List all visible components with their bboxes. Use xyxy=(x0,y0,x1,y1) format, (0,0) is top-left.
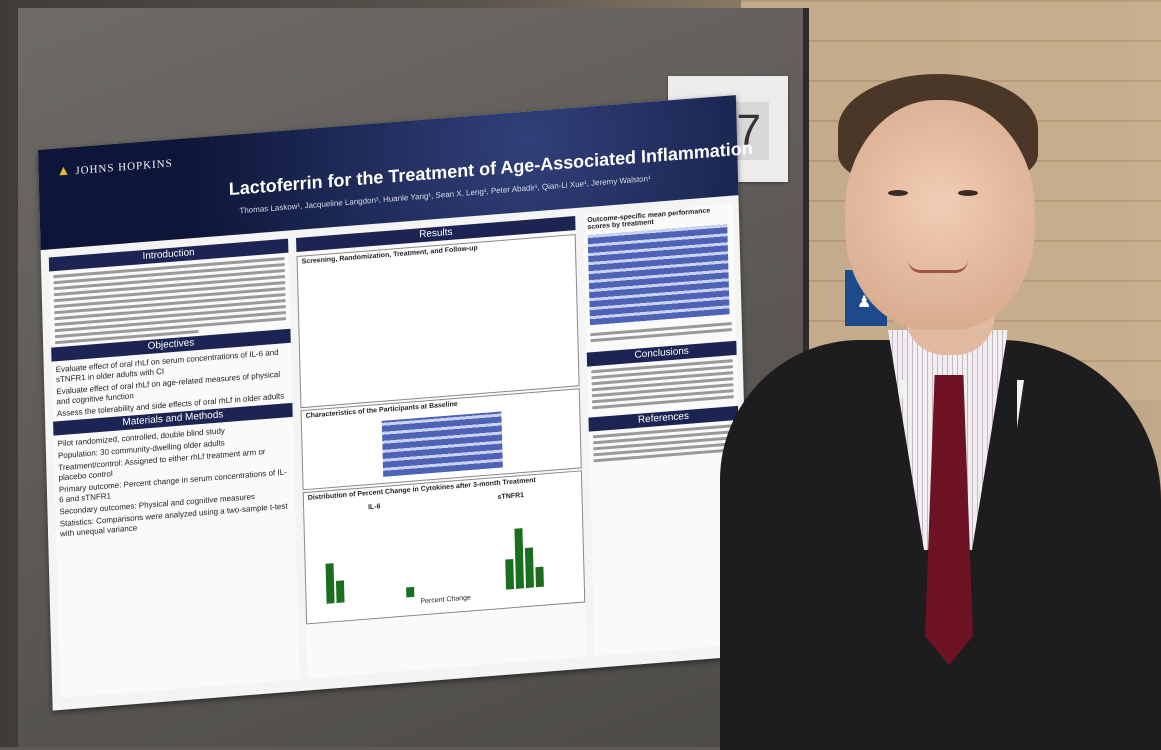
baseline-table xyxy=(381,411,503,477)
hist-bar xyxy=(406,586,415,598)
research-poster: ▲ JOHNS HOPKINS Lactoferrin for the Treat… xyxy=(38,95,753,711)
hist-bar xyxy=(524,547,534,589)
left-eye xyxy=(888,190,908,196)
left-column: Introduction Objectives Evaluate effect … xyxy=(48,238,300,698)
hist-bar xyxy=(514,528,524,589)
hist-bar xyxy=(325,563,335,604)
histogram-box: Distribution of Percent Change in Cytoki… xyxy=(302,470,586,625)
xaxis-label: Percent Change xyxy=(420,594,471,606)
flow-diagram: Screening, Randomization, Treatment, and… xyxy=(296,234,580,409)
hist-bar xyxy=(505,558,515,590)
right-eye xyxy=(958,190,978,196)
il6-label: IL-6 xyxy=(367,503,381,512)
outcomes-table xyxy=(587,224,730,326)
smile xyxy=(908,260,968,273)
face xyxy=(845,100,1035,330)
johns-hopkins-logo: ▲ JOHNS HOPKINS xyxy=(56,157,173,180)
hist-bar xyxy=(335,580,345,603)
results-column: Results Screening, Randomization, Treatm… xyxy=(296,216,587,679)
hist-bar xyxy=(535,566,544,588)
necktie xyxy=(925,375,973,665)
stnfr1-label: sTNFR1 xyxy=(497,491,525,502)
presenter xyxy=(720,60,1161,750)
